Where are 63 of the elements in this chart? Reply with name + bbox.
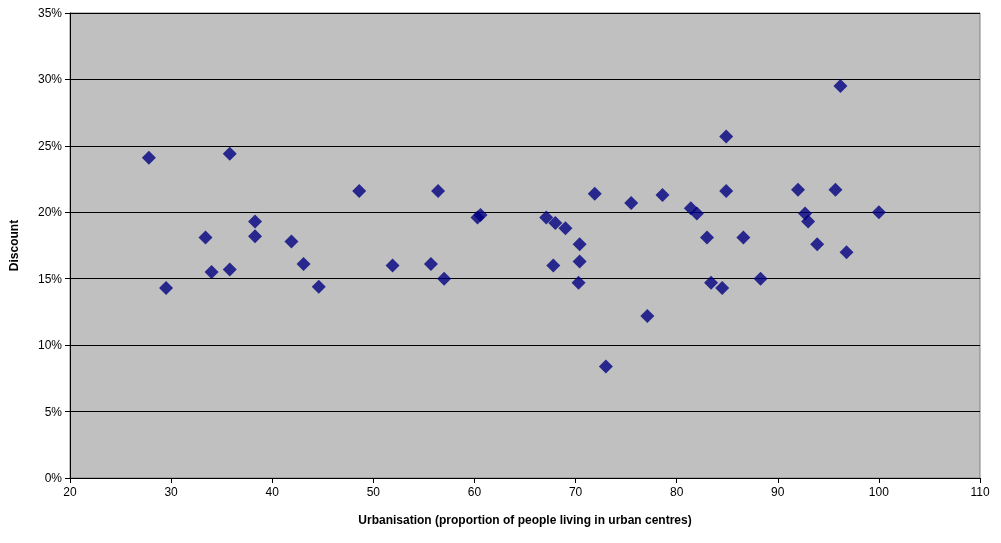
- point: [719, 184, 734, 199]
- x-tick-label: 90: [771, 485, 785, 499]
- point: [587, 186, 602, 201]
- point: [222, 262, 237, 277]
- point: [539, 210, 554, 225]
- point: [828, 182, 843, 197]
- point: [871, 205, 886, 220]
- point: [833, 79, 848, 94]
- point: [431, 184, 446, 199]
- point: [719, 129, 734, 144]
- y-tick-label: 25%: [37, 138, 63, 153]
- point: [753, 271, 768, 286]
- x-tick-label: 80: [669, 485, 684, 499]
- point: [248, 229, 263, 244]
- point: [655, 188, 670, 203]
- y-tick-label: 15%: [37, 271, 63, 286]
- point: [284, 234, 299, 249]
- point: [736, 230, 751, 245]
- point: [715, 281, 730, 296]
- point: [700, 230, 714, 245]
- x-tick-label: 30: [164, 485, 179, 499]
- y-axis-title: Discount: [7, 219, 21, 272]
- x-tick-label: 50: [366, 485, 381, 499]
- point: [198, 230, 213, 245]
- point: [791, 182, 805, 197]
- point: [689, 206, 704, 221]
- y-tick-label: 20%: [37, 205, 63, 220]
- point: [141, 150, 156, 165]
- point: [640, 308, 655, 323]
- y-tick-label: 35%: [37, 6, 63, 20]
- point: [571, 275, 586, 290]
- point: [558, 221, 573, 236]
- x-tick-label: 40: [265, 485, 280, 499]
- x-tick-label: 70: [568, 485, 583, 499]
- x-tick-label: 100: [868, 485, 890, 499]
- point: [801, 214, 816, 229]
- point: [572, 254, 587, 269]
- point: [572, 237, 587, 252]
- point: [624, 195, 639, 210]
- x-axis-title: Urbanisation (proportion of people living in urban centres): [358, 513, 692, 527]
- point: [423, 257, 438, 272]
- point: [546, 258, 561, 273]
- point: [222, 146, 237, 161]
- y-tick-label: 0%: [44, 471, 63, 485]
- point: [839, 245, 854, 260]
- point: [311, 279, 326, 294]
- y-tick-label: 5%: [44, 404, 63, 419]
- y-tick-label: 10%: [37, 338, 63, 353]
- point: [352, 184, 367, 199]
- point: [204, 265, 219, 280]
- point: [159, 281, 174, 296]
- point: [437, 271, 452, 286]
- point: [385, 258, 400, 273]
- x-tick-label: 110: [970, 485, 990, 499]
- point: [296, 257, 311, 272]
- x-tick-label: 20: [63, 485, 77, 499]
- y-tick-label: 30%: [37, 72, 63, 87]
- point: [248, 214, 263, 229]
- point: [548, 215, 563, 230]
- point: [598, 359, 613, 374]
- point: [704, 275, 719, 290]
- point: [810, 237, 825, 252]
- x-tick-label: 60: [467, 485, 482, 499]
